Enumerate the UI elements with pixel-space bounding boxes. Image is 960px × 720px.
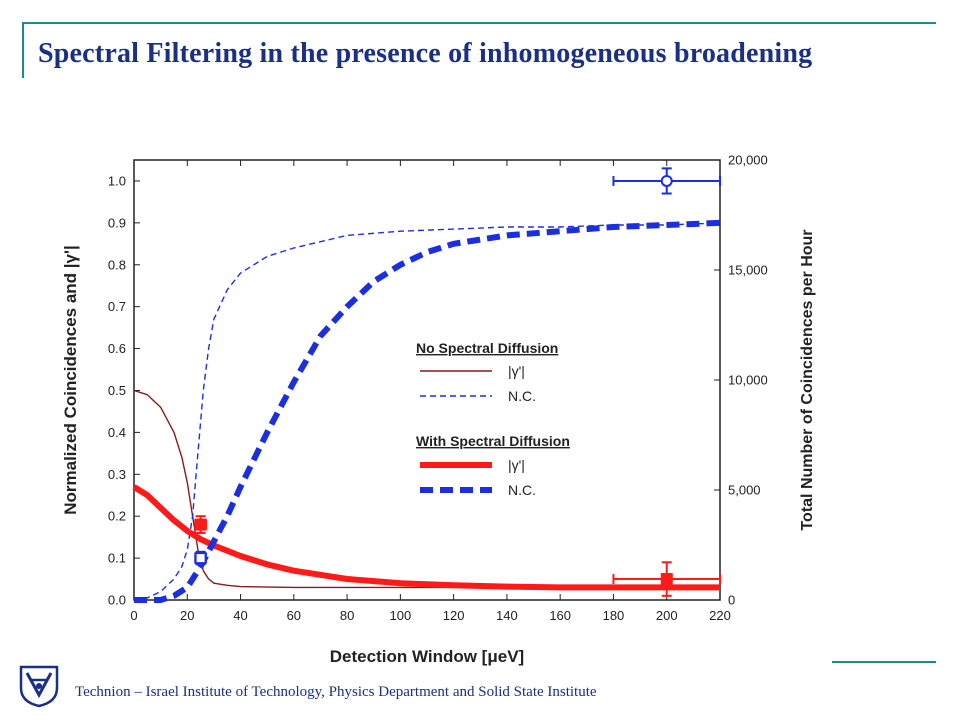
y-axis-label: Normalized Coincidences and |γ'| [61,245,80,515]
y-tick-label: 0.3 [108,467,126,482]
data-marker [660,174,673,187]
y2-tick-label: 0 [728,593,735,608]
y-tick-label: 0.7 [108,299,126,314]
y-tick-label: 0.5 [108,383,126,398]
x-tick-label: 0 [130,608,137,623]
legend-label-gamma-1: |γ'| [508,363,525,379]
x-tick-label: 180 [603,608,625,623]
y-tick-label: 0.8 [108,257,126,272]
y2-tick-label: 10,000 [728,373,768,388]
y-tick-label: 0.9 [108,215,126,230]
y2-tick-label: 15,000 [728,263,768,278]
x-tick-label: 120 [443,608,465,623]
x-tick-label: 40 [233,608,247,623]
x-tick-label: 20 [180,608,194,623]
y2-tick-label: 5,000 [728,483,761,498]
series-line-thin-dashed [133,222,721,601]
x-tick-label: 200 [656,608,678,623]
title-accent-line [22,22,936,24]
y-tick-label: 1.0 [108,173,126,188]
x-tick-label: 160 [549,608,571,623]
y2-ticks: 0 5,000 10,000 15,000 20,000 [714,153,768,608]
x-tick-label: 100 [390,608,412,623]
series-line-thick-solid [132,484,720,591]
y-tick-label: 0.2 [108,509,126,524]
y-tick-label: 0.6 [108,341,126,356]
legend-heading-no-diffusion: No Spectral Diffusion [416,340,558,356]
series-group [132,219,721,603]
series-line-thick-dashed [134,219,721,603]
error-points [194,167,721,597]
footer-institution: Technion – Israel Institute of Technolog… [75,684,597,700]
y-ticks: 0.0 0.1 0.2 0.3 0.4 0.5 0.6 0.7 0.8 0.9 1.0 [108,173,140,608]
x-tick-label: 80 [340,608,354,623]
technion-logo-icon [19,665,59,708]
y-tick-label: 0.0 [108,593,126,608]
series-line-thin-solid [133,389,720,589]
data-marker [194,518,207,531]
x-tick-label: 60 [287,608,301,623]
slide-title: Spectral Filtering in the presence of in… [38,38,813,69]
legend-label-nc-1: N.C. [508,388,536,404]
legend-label-nc-2: N.C. [508,482,536,498]
legend-heading-with-diffusion: With Spectral Diffusion [416,433,570,449]
x-ticks: 0 20 40 60 80 100 120 140 160 180 200 220 [130,160,731,623]
x-axis-label: Detection Window [μeV] [330,647,524,666]
x-tick-label: 140 [496,608,518,623]
chart: 0 20 40 60 80 100 120 140 160 180 200 220 0.0 0.1 0.2… [61,153,816,667]
y2-axis-label: Total Number of Coincidences per Hour [799,229,816,530]
legend: No Spectral Diffusion |γ'| N.C. With Spe… [416,340,570,498]
x-tick-label: 220 [709,608,731,623]
legend-label-gamma-2: |γ'| [508,457,525,473]
footer-accent-line [832,661,936,663]
y-tick-label: 0.4 [108,425,126,440]
data-marker [660,573,673,586]
y2-tick-label: 20,000 [728,153,768,168]
y-tick-label: 0.1 [108,551,126,566]
title-accent-vertical-line [22,22,24,78]
data-marker [194,552,207,565]
